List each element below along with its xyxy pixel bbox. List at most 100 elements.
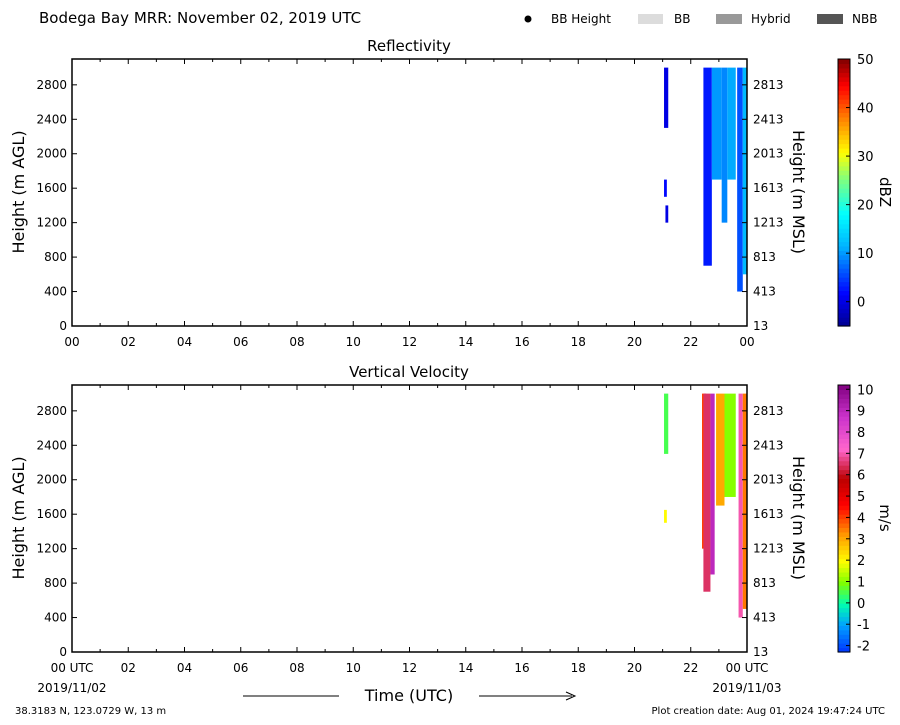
colorbar-band xyxy=(838,241,850,247)
reflectivity-panel: Reflectivity 00 02 04 06 08 10 12 14 16 18 20 22 000… xyxy=(9,37,894,349)
x-tick-label: 00 xyxy=(64,335,79,349)
end-date: 2019/11/03 xyxy=(712,681,781,695)
colorbar-band xyxy=(838,603,850,609)
colorbar-band xyxy=(838,112,850,118)
xaxis-label: Time (UTC) xyxy=(364,686,453,705)
colorbar-band xyxy=(838,456,850,462)
colorbar-band xyxy=(838,567,850,573)
colorbar-tick-label: 3 xyxy=(857,533,865,548)
echo-6 xyxy=(724,393,736,497)
y-tick-label: 2000 xyxy=(36,473,67,487)
echo-8 xyxy=(742,67,747,275)
velocity-axes: 00 UTC 02 04 06 08 10 12 14 16 18 20 22 00 UTC 0 400 80… xyxy=(36,384,784,675)
colorbar-band xyxy=(838,90,850,96)
x-tick-label: 20 xyxy=(627,661,642,675)
reflectivity-ylabel: Height (m AGL) xyxy=(9,130,28,253)
y-tick-label: 400 xyxy=(44,611,67,625)
y-tick-label: 800 xyxy=(44,576,67,590)
y-tick-label-right: 2413 xyxy=(753,112,784,126)
colorbar-band xyxy=(838,183,850,189)
colorbar-tick-label: 7 xyxy=(857,447,865,462)
y-tick-label-right: 2013 xyxy=(753,147,784,161)
velocity-echoes xyxy=(664,393,747,618)
colorbar-tick-label: 5 xyxy=(857,490,865,505)
y-tick-label: 2800 xyxy=(36,404,67,418)
colorbar-band xyxy=(838,558,850,564)
colorbar-band xyxy=(838,76,850,82)
y-tick-label-right: 813 xyxy=(753,576,776,590)
velocity-colorbar: -2 -1 0 1 2 3 4 5 6 7 8 9 10 xyxy=(837,383,874,655)
y-tick-label-right: 1613 xyxy=(753,181,784,195)
x-tick-label: 08 xyxy=(289,661,304,675)
echo-5 xyxy=(721,67,728,223)
colorbar-band xyxy=(838,518,850,524)
echo-0 xyxy=(664,67,669,128)
colorbar-band xyxy=(838,505,850,511)
colorbar-band xyxy=(838,103,850,109)
legend-bb-height-marker xyxy=(524,15,532,23)
colorbar-band xyxy=(838,554,850,560)
colorbar-band xyxy=(838,585,850,591)
x-tick-label: 04 xyxy=(177,661,192,675)
colorbar-band xyxy=(838,536,850,542)
colorbar-band xyxy=(838,139,850,145)
colorbar-band xyxy=(838,416,850,422)
colorbar-tick-label: 1 xyxy=(857,576,865,591)
y-tick-label-right: 413 xyxy=(753,285,776,299)
y-tick-label-right: 1213 xyxy=(753,216,784,230)
colorbar-band xyxy=(838,179,850,185)
echo-8 xyxy=(742,393,747,609)
colorbar-band xyxy=(838,99,850,105)
colorbar-band xyxy=(838,67,850,73)
colorbar-band xyxy=(838,272,850,278)
velocity-panel: Vertical Velocity 00 UTC 02 04 06 08 10 12 14 16… xyxy=(9,363,894,675)
colorbar-band xyxy=(838,148,850,154)
colorbar-band xyxy=(838,170,850,176)
colorbar-band xyxy=(838,201,850,207)
x-tick-label: 12 xyxy=(402,661,417,675)
colorbar-band xyxy=(838,482,850,488)
colorbar-tick-label: -2 xyxy=(857,640,870,655)
colorbar-band xyxy=(838,254,850,260)
colorbar-band xyxy=(838,500,850,506)
y-tick-label-right: 813 xyxy=(753,250,776,264)
station-location: 38.3183 N, 123.0729 W, 13 m xyxy=(15,706,166,717)
x-tick-label: 22 xyxy=(683,661,698,675)
colorbar-band xyxy=(838,647,850,653)
y-tick-label-right: 2013 xyxy=(753,473,784,487)
colorbar-band xyxy=(838,589,850,595)
colorbar-frame xyxy=(837,58,851,327)
colorbar-band xyxy=(838,634,850,640)
colorbar-band xyxy=(838,237,850,243)
velocity-ylabel-right: Height (m MSL) xyxy=(789,456,808,580)
colorbar-band xyxy=(838,81,850,87)
y-tick-label: 2000 xyxy=(36,147,67,161)
colorbar-band xyxy=(838,188,850,194)
y-tick-label-right: 413 xyxy=(753,611,776,625)
colorbar-tick-label: 20 xyxy=(857,199,874,214)
colorbar-band xyxy=(838,607,850,613)
colorbar-tick-label: 0 xyxy=(857,597,865,612)
colorbar-band xyxy=(838,219,850,225)
colorbar-band xyxy=(838,232,850,238)
colorbar-band xyxy=(838,63,850,69)
time-arrow-head xyxy=(565,691,577,701)
colorbar-band xyxy=(838,611,850,617)
colorbar-band xyxy=(838,451,850,457)
colorbar-band xyxy=(838,491,850,497)
colorbar-tick-label: 4 xyxy=(857,511,865,526)
y-tick-label: 800 xyxy=(44,250,67,264)
echo-6 xyxy=(727,67,736,180)
echo-5 xyxy=(716,393,725,506)
colorbar-tick-label: 8 xyxy=(857,426,865,441)
start-date: 2019/11/02 xyxy=(37,681,106,695)
x-tick-label: 00 UTC xyxy=(726,661,769,675)
colorbar-tick-label: 40 xyxy=(857,102,874,117)
colorbar-band xyxy=(838,460,850,466)
x-tick-label: 22 xyxy=(683,335,698,349)
colorbar-band xyxy=(838,514,850,520)
colorbar-band xyxy=(838,268,850,274)
colorbar-frame xyxy=(837,384,851,653)
colorbar-tick-label: 10 xyxy=(857,247,874,262)
